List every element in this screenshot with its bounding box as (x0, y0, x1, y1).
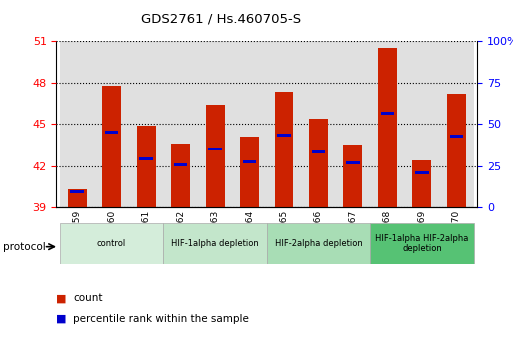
Bar (140, 157, 153, 160)
Bar (378, 48, 397, 207)
Bar (416, 171, 428, 174)
Bar (412, 160, 431, 207)
Bar (102, 86, 121, 207)
Text: HIF-1alpha depletion: HIF-1alpha depletion (171, 239, 259, 248)
Bar (163, 41, 198, 207)
Bar (274, 92, 293, 207)
Bar (174, 163, 187, 166)
Bar (344, 145, 363, 207)
Bar (301, 41, 336, 207)
Bar (381, 112, 394, 115)
Bar (439, 41, 473, 207)
Bar (129, 41, 163, 207)
Bar (198, 41, 232, 207)
Bar (60, 41, 94, 207)
Bar (206, 105, 225, 207)
Bar (278, 134, 291, 137)
Text: control: control (97, 239, 126, 248)
Text: ■: ■ (56, 314, 67, 324)
Bar (232, 41, 267, 207)
Bar (70, 190, 84, 193)
Bar (447, 94, 466, 207)
Text: GDS2761 / Hs.460705-S: GDS2761 / Hs.460705-S (141, 13, 301, 26)
Text: protocol: protocol (3, 242, 45, 252)
Bar (208, 148, 222, 150)
Bar (243, 160, 256, 163)
FancyBboxPatch shape (267, 223, 370, 264)
Bar (240, 137, 259, 207)
Bar (450, 135, 463, 138)
Bar (312, 150, 325, 153)
Bar (336, 41, 370, 207)
Bar (105, 131, 118, 134)
Text: ■: ■ (56, 294, 67, 303)
Text: HIF-2alpha depletion: HIF-2alpha depletion (274, 239, 362, 248)
FancyBboxPatch shape (370, 223, 473, 264)
Bar (405, 41, 439, 207)
Bar (136, 126, 155, 207)
FancyBboxPatch shape (60, 223, 163, 264)
FancyBboxPatch shape (163, 223, 267, 264)
Bar (346, 161, 360, 164)
Bar (94, 41, 129, 207)
Text: HIF-1alpha HIF-2alpha
depletion: HIF-1alpha HIF-2alpha depletion (375, 234, 468, 253)
Bar (309, 119, 328, 207)
Bar (171, 144, 190, 207)
Bar (267, 41, 301, 207)
Bar (370, 41, 405, 207)
Text: percentile rank within the sample: percentile rank within the sample (73, 314, 249, 324)
Bar (68, 189, 87, 207)
Text: count: count (73, 294, 103, 303)
